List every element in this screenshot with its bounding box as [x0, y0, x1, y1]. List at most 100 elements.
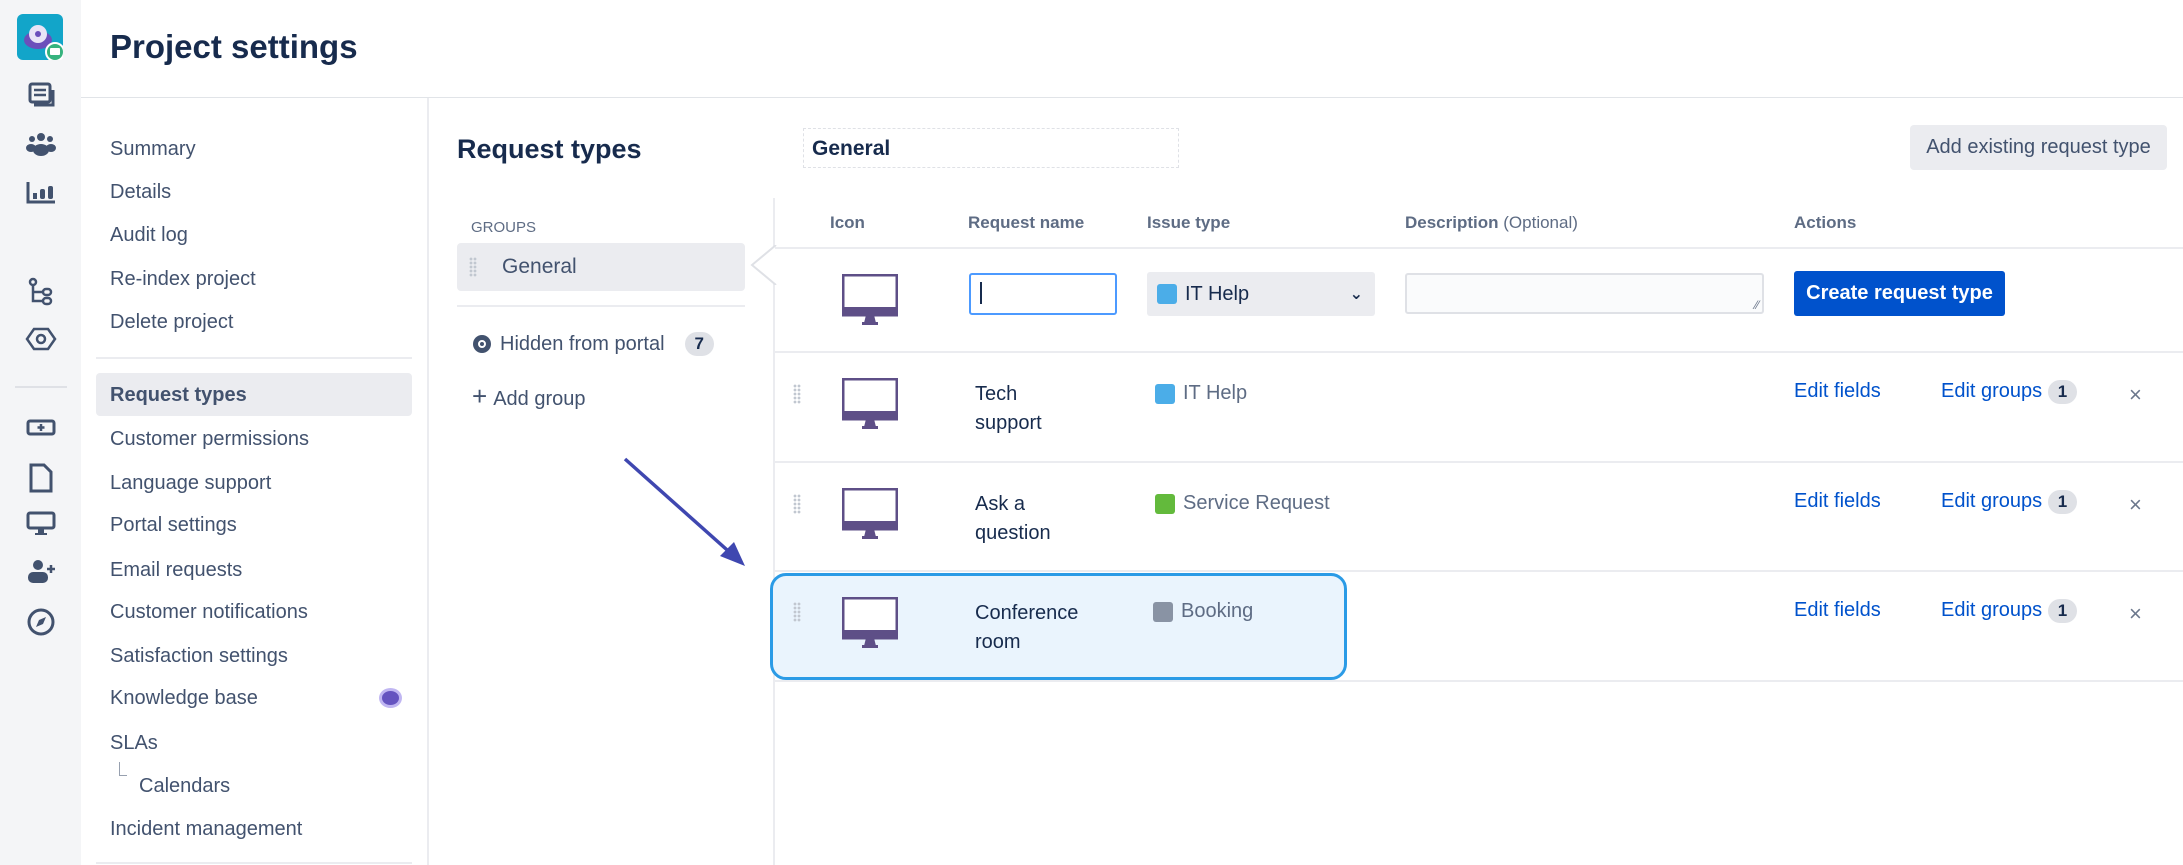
nav-divider [96, 357, 412, 359]
drag-handle-icon[interactable] [469, 257, 477, 277]
nav-reindex-project[interactable]: Re-index project [110, 268, 256, 290]
column-header-actions: Actions [1794, 213, 1857, 232]
delete-icon[interactable]: × [2129, 492, 2142, 517]
reports-icon[interactable] [25, 176, 57, 208]
group-pointer [750, 245, 777, 285]
row-divider [775, 461, 2183, 463]
request-name-input[interactable] [969, 273, 1117, 315]
monitor-icon[interactable] [842, 597, 898, 651]
edit-fields-link[interactable]: Edit fields [1794, 599, 1881, 621]
nav-customer-permissions[interactable]: Customer permissions [110, 428, 309, 450]
hidden-count-badge: 7 [684, 332, 714, 356]
text-caret [980, 282, 982, 304]
nav-customer-notifications[interactable]: Customer notifications [110, 601, 308, 623]
header-row-divider [775, 247, 2183, 249]
issue-type: Service Request [1155, 492, 1330, 515]
edit-groups-link[interactable]: Edit groups 1 [1941, 490, 2078, 514]
queues-icon[interactable] [25, 80, 57, 112]
group-name-input[interactable]: General [803, 128, 1179, 168]
column-header-icon: Icon [830, 213, 865, 232]
request-name[interactable]: Ask a question [975, 493, 1051, 544]
delete-icon[interactable]: × [2129, 601, 2142, 626]
edit-fields-link[interactable]: Edit fields [1794, 490, 1881, 512]
hidden-label: Hidden from portal [500, 332, 665, 355]
add-shortcut-icon[interactable] [25, 412, 57, 444]
monitor-icon[interactable] [842, 378, 898, 432]
hexagon-settings-icon[interactable] [25, 323, 57, 355]
project-avatar-icon[interactable] [17, 14, 65, 62]
nav-audit-log[interactable]: Audit log [110, 224, 188, 246]
nav-knowledge-base[interactable]: Knowledge base [110, 687, 258, 709]
chevron-down-icon: ⌄ [1349, 286, 1363, 303]
edit-groups-link[interactable]: Edit groups 1 [1941, 380, 2078, 404]
nav-delete-project[interactable]: Delete project [110, 311, 234, 333]
nav-satisfaction-settings[interactable]: Satisfaction settings [110, 645, 288, 667]
nav-details[interactable]: Details [110, 181, 172, 203]
issue-type-select[interactable]: IT Help ⌄ [1147, 272, 1375, 316]
nav-active-highlight [96, 373, 412, 416]
row-divider [775, 680, 2183, 682]
nav-request-types[interactable]: Request types [110, 384, 247, 406]
nav-language-support[interactable]: Language support [110, 472, 272, 494]
create-request-type-button[interactable]: Create request type [1794, 271, 2005, 316]
booking-icon [1153, 601, 1173, 622]
tree-connector [119, 762, 127, 776]
service-request-icon [1155, 493, 1175, 514]
groups-count-badge: 1 [2047, 599, 2078, 623]
monitor-icon[interactable] [842, 274, 898, 328]
issue-type-value: IT Help [1185, 282, 1250, 305]
invite-user-icon[interactable] [25, 556, 57, 588]
edit-fields-link[interactable]: Edit fields [1794, 380, 1881, 402]
add-group-label: Add group [493, 388, 586, 410]
monitor-icon[interactable] [25, 508, 57, 540]
drag-handle-icon[interactable] [793, 494, 801, 514]
rail-divider [15, 386, 67, 388]
nav-border [427, 98, 429, 865]
it-help-icon [1157, 284, 1177, 304]
groups-count-badge: 1 [2047, 490, 2078, 514]
nav-calendars[interactable]: Calendars [139, 775, 231, 797]
add-group-button[interactable]: + Add group [472, 381, 585, 412]
nav-portal-settings[interactable]: Portal settings [110, 514, 237, 536]
monitor-icon[interactable] [842, 488, 898, 542]
column-header-issue-type: Issue type [1147, 213, 1231, 232]
plus-icon: + [472, 381, 488, 411]
row-divider [775, 351, 2183, 353]
section-title: Request types [457, 134, 642, 164]
groups-count-badge: 1 [2047, 380, 2078, 404]
delete-icon[interactable]: × [2129, 382, 2142, 407]
drag-handle-icon[interactable] [793, 602, 801, 622]
it-help-icon [1155, 383, 1175, 404]
resize-handle-icon[interactable]: ⁄⁄ [1754, 298, 1759, 312]
table-left-border [773, 198, 775, 865]
nav-incident-management[interactable]: Incident management [110, 818, 303, 840]
knowledge-base-status-icon [379, 688, 402, 708]
description-textarea[interactable]: ⁄⁄ [1405, 273, 1764, 314]
compass-icon[interactable] [25, 606, 57, 638]
icon-rail [0, 0, 81, 865]
nav-email-requests[interactable]: Email requests [110, 559, 243, 581]
nav-slas[interactable]: SLAs [110, 732, 158, 754]
row-divider [775, 570, 2183, 572]
page-icon[interactable] [25, 462, 57, 494]
groups-label: GROUPS [471, 219, 537, 236]
groups-divider [457, 305, 745, 307]
request-name[interactable]: Conference room [975, 602, 1079, 653]
column-header-request-name: Request name [968, 213, 1085, 232]
page-title: Project settings [110, 28, 358, 65]
eye-icon [473, 335, 491, 353]
nav-divider [96, 862, 412, 864]
request-name[interactable]: Tech support [975, 383, 1042, 434]
nav-summary[interactable]: Summary [110, 138, 196, 160]
issue-type: IT Help [1155, 382, 1247, 405]
group-item-general[interactable]: General [457, 243, 745, 291]
issue-tree-icon[interactable] [25, 276, 57, 308]
add-existing-request-type-button[interactable]: Add existing request type [1910, 125, 2167, 170]
header-divider [81, 97, 2183, 98]
edit-groups-link[interactable]: Edit groups 1 [1941, 599, 2078, 623]
issue-type: Booking [1153, 600, 1253, 623]
drag-handle-icon[interactable] [793, 384, 801, 404]
customers-icon[interactable] [25, 128, 57, 160]
hidden-from-portal[interactable]: Hidden from portal 7 [472, 332, 714, 356]
group-label: General [502, 255, 577, 278]
